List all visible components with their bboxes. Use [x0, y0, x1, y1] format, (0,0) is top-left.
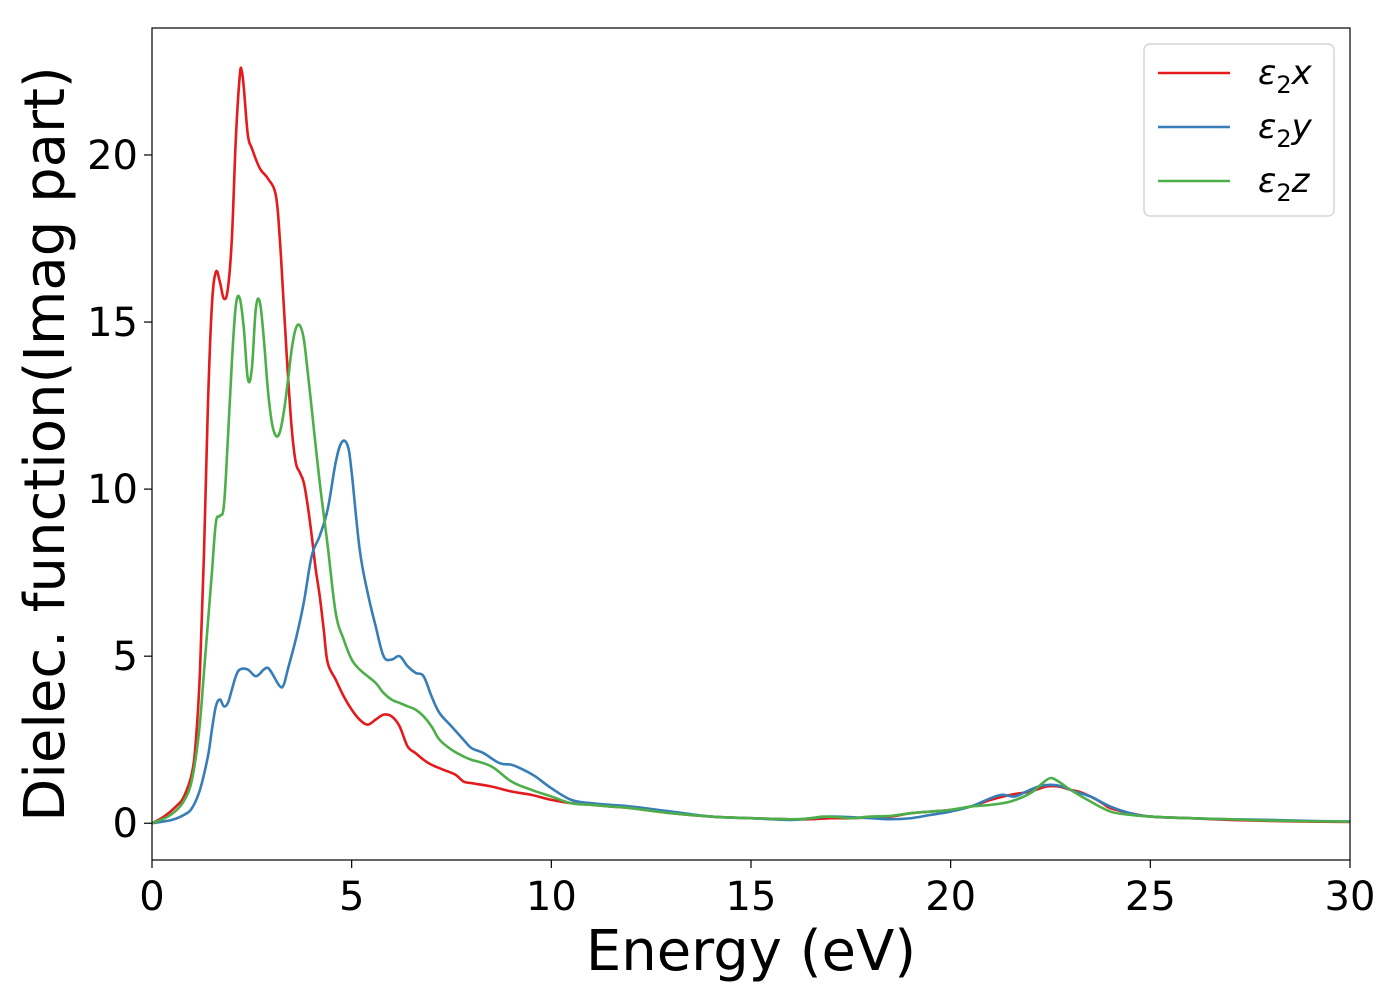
- legend-label-x: ε2x: [1258, 53, 1313, 99]
- series-line-x: [151, 66, 1351, 825]
- x-tick-label: 20: [925, 874, 976, 920]
- y-axis-label: Dielec. function(Imag part): [13, 66, 78, 822]
- y-tick-label: 5: [113, 634, 138, 680]
- legend-label-z: ε2z: [1258, 161, 1311, 207]
- series-line-y: [151, 439, 1351, 825]
- series-line-z: [151, 294, 1351, 825]
- x-tick-label: 30: [1325, 874, 1376, 920]
- legend: ε2x ε2y ε2z: [1143, 43, 1335, 217]
- x-tick-label: 5: [339, 874, 364, 920]
- legend-box: [1143, 43, 1335, 217]
- y-tick-label: 10: [87, 467, 138, 513]
- x-tick-label: 15: [726, 874, 777, 920]
- legend-items: ε2x ε2y ε2z: [1158, 53, 1313, 207]
- x-axis: 0 5 10 15 20 25 30: [139, 860, 1375, 920]
- series-layer: [151, 66, 1351, 825]
- legend-label-y: ε2y: [1258, 107, 1313, 153]
- x-axis-label: Energy (eV): [586, 919, 916, 984]
- x-tick-label: 10: [526, 874, 577, 920]
- y-tick-label: 15: [87, 300, 138, 346]
- x-tick-label: 25: [1125, 874, 1176, 920]
- y-tick-label: 20: [87, 133, 138, 179]
- y-tick-label: 0: [113, 801, 138, 847]
- x-tick-label: 0: [139, 874, 164, 920]
- y-axis: 0 5 10 15 20: [87, 133, 152, 847]
